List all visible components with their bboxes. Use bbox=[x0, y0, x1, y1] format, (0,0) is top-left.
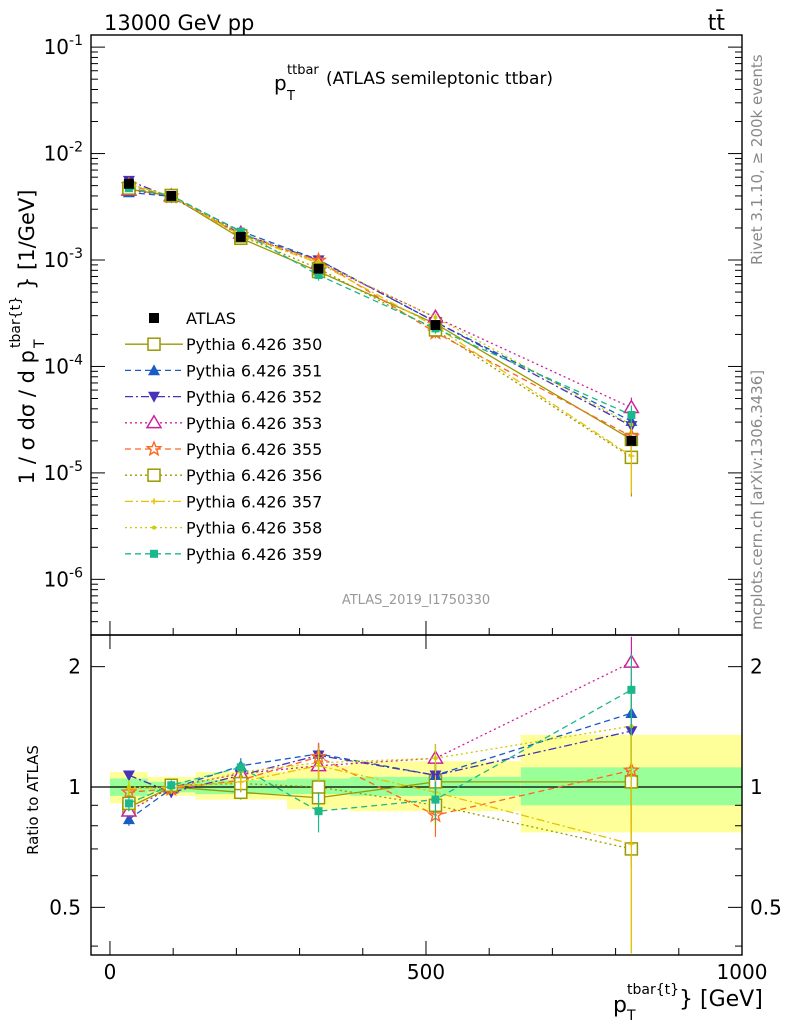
legend-label: Pythia 6.426 350 bbox=[186, 335, 322, 354]
main-series-line bbox=[128, 184, 632, 438]
ratio-series-point bbox=[126, 785, 131, 790]
ratio-series-point bbox=[433, 756, 438, 761]
legend-marker bbox=[152, 525, 156, 530]
x-label-unit: } [GeV] bbox=[679, 987, 763, 1012]
y-tick-label: 10-1 bbox=[44, 33, 83, 59]
ratio-series bbox=[120, 636, 640, 954]
legend-label: Pythia 6.426 353 bbox=[186, 414, 322, 433]
x-tick-label: 0 bbox=[104, 960, 117, 984]
ratio-series-line bbox=[128, 689, 632, 812]
plot-title-sup: ttbar bbox=[287, 63, 319, 78]
reference-point bbox=[313, 263, 324, 274]
x-label-sub: T bbox=[626, 1008, 636, 1024]
legend-marker bbox=[145, 440, 163, 457]
ratio-series-point bbox=[167, 781, 176, 790]
main-series-point bbox=[316, 260, 321, 265]
main-series-point bbox=[236, 227, 245, 236]
ratio-series-point bbox=[627, 685, 636, 694]
y-tick-label: 10-4 bbox=[44, 352, 84, 378]
ratio-series-point bbox=[628, 841, 635, 848]
ratio-plot-frame bbox=[90, 634, 743, 956]
legend-label: Pythia 6.426 358 bbox=[186, 519, 322, 538]
legend-marker bbox=[148, 364, 160, 376]
legend-label: Pythia 6.426 352 bbox=[186, 388, 322, 407]
x-tick-label: 500 bbox=[407, 960, 445, 984]
reference-point bbox=[235, 231, 246, 242]
y-tick-label: 10-6 bbox=[44, 565, 84, 591]
ratio-tick-label-right: 2 bbox=[750, 655, 763, 679]
main-series-point bbox=[627, 410, 636, 419]
ratio-series-point bbox=[311, 780, 326, 794]
y-axis-label-ratio: Ratio to ATLAS bbox=[24, 745, 42, 855]
x-axis-label: p T tbar{t} } [GeV] bbox=[613, 982, 763, 1024]
ratio-series-line bbox=[128, 782, 632, 850]
main-series-line bbox=[128, 189, 632, 409]
legend-marker bbox=[150, 549, 158, 558]
process-label: tt̄ bbox=[708, 10, 726, 36]
main-series-point bbox=[433, 315, 438, 320]
ratio-tick-label-right: 0.5 bbox=[750, 895, 782, 919]
reference-point bbox=[430, 320, 441, 331]
legend-marker bbox=[145, 414, 163, 429]
ratio-series-point bbox=[316, 760, 321, 765]
ratio-tick-label: 2 bbox=[68, 655, 81, 679]
legend-marker bbox=[151, 498, 157, 505]
y-tick-label: 10-2 bbox=[44, 140, 83, 166]
ratio-series-point bbox=[314, 807, 323, 816]
ratio-series-point bbox=[122, 770, 135, 782]
y-label-text: 1 / σ dσ / d p bbox=[15, 350, 39, 484]
legend-marker bbox=[147, 468, 161, 482]
axis-ticks: 0 500 1000 10-6 10-5 10-4 10-3 10-2 10-1 0.5 0.5 1 1… bbox=[44, 33, 782, 984]
main-series-line bbox=[128, 187, 632, 416]
y-tick-label: 10-3 bbox=[44, 246, 83, 272]
y-axis-label-main: 1 / σ dσ / d p T tbar{t} } [1/GeV] bbox=[8, 190, 48, 485]
reference-point bbox=[626, 435, 637, 446]
ratio-series-line bbox=[128, 756, 632, 816]
x-label-p: p bbox=[613, 993, 627, 1018]
ratio-series-line bbox=[128, 725, 632, 790]
side-rivet: Rivet 3.1.10, ≥ 200k events bbox=[748, 54, 766, 265]
legend-marker bbox=[147, 337, 161, 351]
plot-title-sub: T bbox=[286, 89, 295, 104]
y-tick-label: 10-5 bbox=[44, 459, 83, 485]
legend: ATLAS Pythia 6.426 350 Pythia 6.426 351 Pyt… bbox=[125, 309, 322, 564]
plot-title-rest: (ATLAS semileptonic ttbar) bbox=[326, 69, 553, 89]
side-mcplots: mcplots.cern.ch [arXiv:1306.3436] bbox=[748, 370, 766, 630]
energy-label: 13000 GeV pp bbox=[104, 11, 254, 35]
x-tick-label: 1000 bbox=[717, 960, 768, 984]
legend-label: Pythia 6.426 356 bbox=[186, 466, 322, 485]
plot-title-p: p bbox=[274, 71, 287, 95]
legend-label: Pythia 6.426 355 bbox=[186, 440, 322, 459]
ratio-series-line bbox=[128, 765, 632, 845]
ratio-series-point bbox=[124, 799, 133, 808]
ratio-tick-label-right: 1 bbox=[750, 775, 763, 799]
analysis-id: ATLAS_2019_I1750330 bbox=[342, 593, 490, 608]
y-label-sub: T bbox=[32, 339, 48, 349]
reference-point bbox=[166, 190, 177, 201]
ratio-series-point bbox=[431, 795, 440, 804]
y-label-sup: tbar{t} bbox=[8, 296, 24, 348]
x-label-sup: tbar{t} bbox=[627, 982, 679, 998]
ratio-tick-label: 0.5 bbox=[49, 895, 81, 919]
legend-label: Pythia 6.426 359 bbox=[186, 545, 322, 564]
ratio-series-point bbox=[236, 763, 245, 772]
ratio-tick-label: 1 bbox=[68, 775, 81, 799]
main-series-point bbox=[314, 271, 323, 280]
y-label-unit: } [1/GeV] bbox=[15, 190, 39, 290]
legend-marker bbox=[148, 391, 160, 403]
reference-point bbox=[123, 178, 134, 189]
legend-label: ATLAS bbox=[186, 309, 236, 328]
ratio-series-point bbox=[122, 813, 135, 825]
main-series-line bbox=[128, 191, 632, 422]
main-series bbox=[120, 175, 640, 497]
plot-title: p T ttbar (ATLAS semileptonic ttbar) bbox=[274, 63, 553, 104]
legend-label: Pythia 6.426 357 bbox=[186, 492, 322, 511]
ratio-series-line bbox=[128, 712, 632, 820]
legend-label: Pythia 6.426 351 bbox=[186, 361, 322, 380]
legend-marker bbox=[149, 313, 159, 323]
main-series-point bbox=[628, 453, 635, 460]
